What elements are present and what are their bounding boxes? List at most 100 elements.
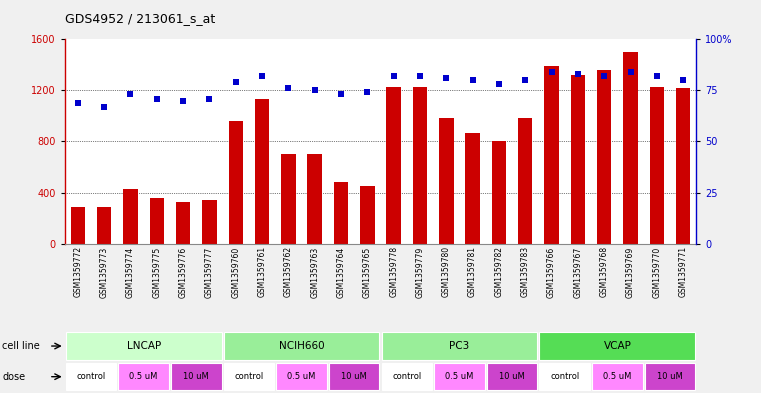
- Bar: [224, 332, 380, 360]
- Bar: [123, 189, 138, 244]
- Text: cell line: cell line: [2, 341, 40, 351]
- Point: [651, 73, 663, 79]
- Point: [493, 81, 505, 87]
- Text: PC3: PC3: [449, 341, 470, 351]
- Text: GSM1359769: GSM1359769: [626, 246, 635, 298]
- Text: GSM1359766: GSM1359766: [547, 246, 556, 298]
- Text: GDS4952 / 213061_s_at: GDS4952 / 213061_s_at: [65, 12, 215, 25]
- Bar: [202, 200, 217, 244]
- Point: [414, 73, 426, 79]
- Text: control: control: [392, 372, 422, 381]
- Point: [177, 97, 189, 104]
- Point: [625, 69, 637, 75]
- Bar: [518, 118, 533, 244]
- Point: [203, 95, 215, 102]
- Text: GSM1359772: GSM1359772: [73, 246, 82, 298]
- Bar: [307, 154, 322, 244]
- Text: GSM1359768: GSM1359768: [600, 246, 609, 298]
- Text: GSM1359774: GSM1359774: [126, 246, 135, 298]
- Bar: [65, 363, 116, 390]
- Bar: [276, 363, 326, 390]
- Bar: [650, 86, 664, 244]
- Point: [546, 69, 558, 75]
- Bar: [645, 363, 696, 390]
- Text: GSM1359763: GSM1359763: [310, 246, 319, 298]
- Text: GSM1359782: GSM1359782: [495, 246, 504, 297]
- Bar: [281, 154, 295, 244]
- Text: GSM1359780: GSM1359780: [442, 246, 451, 298]
- Bar: [492, 141, 506, 244]
- Bar: [150, 198, 164, 244]
- Bar: [487, 363, 537, 390]
- Point: [72, 99, 84, 106]
- Bar: [540, 332, 696, 360]
- Text: GSM1359775: GSM1359775: [152, 246, 161, 298]
- Point: [572, 71, 584, 77]
- Point: [230, 79, 242, 85]
- Text: 10 uM: 10 uM: [657, 372, 683, 381]
- Point: [387, 73, 400, 79]
- Bar: [439, 118, 454, 244]
- Point: [98, 104, 110, 110]
- Text: LNCAP: LNCAP: [126, 341, 161, 351]
- Bar: [435, 363, 485, 390]
- Bar: [387, 86, 401, 244]
- Text: 10 uM: 10 uM: [341, 372, 367, 381]
- Bar: [171, 363, 221, 390]
- Bar: [540, 363, 590, 390]
- Point: [677, 77, 689, 83]
- Bar: [676, 88, 690, 244]
- Bar: [544, 66, 559, 244]
- Bar: [228, 121, 243, 244]
- Bar: [592, 363, 642, 390]
- Text: VCAP: VCAP: [603, 341, 632, 351]
- Text: GSM1359764: GSM1359764: [336, 246, 345, 298]
- Text: GSM1359781: GSM1359781: [468, 246, 477, 297]
- Bar: [176, 202, 190, 244]
- Bar: [412, 86, 427, 244]
- Point: [151, 95, 163, 102]
- Point: [256, 73, 268, 79]
- Bar: [224, 363, 274, 390]
- Text: 0.5 uM: 0.5 uM: [288, 372, 316, 381]
- Text: control: control: [234, 372, 263, 381]
- Point: [335, 91, 347, 97]
- Bar: [381, 332, 537, 360]
- Text: GSM1359776: GSM1359776: [179, 246, 188, 298]
- Text: control: control: [550, 372, 579, 381]
- Bar: [119, 363, 169, 390]
- Bar: [571, 75, 585, 244]
- Point: [466, 77, 479, 83]
- Point: [440, 75, 452, 81]
- Bar: [597, 70, 611, 244]
- Bar: [65, 332, 221, 360]
- Point: [598, 73, 610, 79]
- Point: [519, 77, 531, 83]
- Point: [361, 89, 374, 95]
- Text: GSM1359760: GSM1359760: [231, 246, 240, 298]
- Bar: [329, 363, 380, 390]
- Text: 10 uM: 10 uM: [183, 372, 209, 381]
- Text: 0.5 uM: 0.5 uM: [129, 372, 158, 381]
- Point: [124, 91, 136, 97]
- Bar: [360, 185, 374, 244]
- Text: GSM1359773: GSM1359773: [100, 246, 109, 298]
- Text: GSM1359771: GSM1359771: [679, 246, 688, 298]
- Point: [309, 87, 321, 94]
- Text: GSM1359761: GSM1359761: [257, 246, 266, 298]
- Point: [282, 85, 295, 92]
- Bar: [466, 132, 480, 244]
- Bar: [97, 207, 111, 244]
- Text: control: control: [76, 372, 106, 381]
- Text: GSM1359770: GSM1359770: [652, 246, 661, 298]
- Text: GSM1359779: GSM1359779: [416, 246, 425, 298]
- Text: GSM1359765: GSM1359765: [363, 246, 372, 298]
- Bar: [381, 363, 432, 390]
- Bar: [623, 52, 638, 244]
- Text: 0.5 uM: 0.5 uM: [603, 372, 632, 381]
- Text: 10 uM: 10 uM: [499, 372, 525, 381]
- Text: GSM1359777: GSM1359777: [205, 246, 214, 298]
- Text: GSM1359778: GSM1359778: [389, 246, 398, 298]
- Bar: [71, 207, 85, 244]
- Text: GSM1359767: GSM1359767: [573, 246, 582, 298]
